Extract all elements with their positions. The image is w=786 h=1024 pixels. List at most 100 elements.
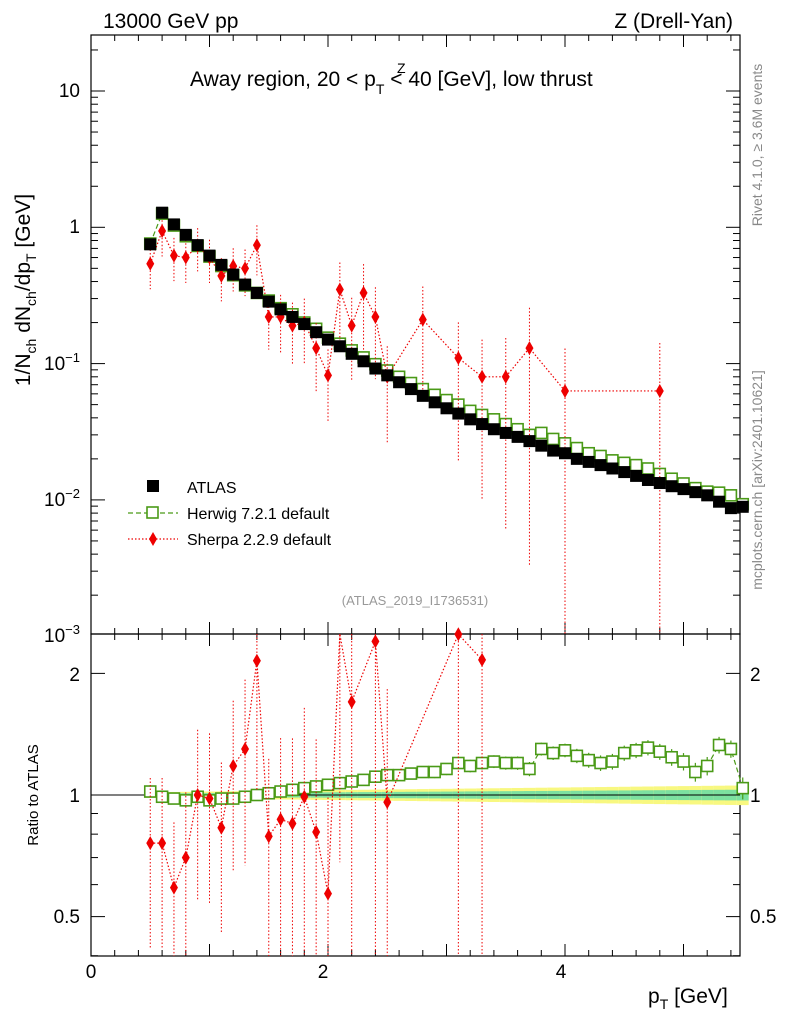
herwig-ratio-point: [357, 773, 370, 787]
atlas-point: [713, 495, 726, 508]
sherpa-ratio-point: [158, 836, 167, 851]
xtick-label-2: 2: [318, 962, 329, 983]
legend-herwig-marker: [146, 506, 159, 519]
atlas-point: [227, 268, 240, 281]
atlas-point: [582, 455, 595, 468]
sherpa-ratio-point: [371, 634, 380, 649]
herwig-point: [570, 441, 584, 455]
herwig-ratio-point: [724, 742, 738, 756]
sherpa-point: [525, 341, 534, 356]
plot-title: Away region, 20 < pT < 40 [GeV], low thr…: [190, 68, 593, 97]
atlas-point: [570, 452, 583, 465]
ytick-label-10: 10: [59, 81, 80, 102]
ratio-ytick-05-right: 0.5: [750, 907, 776, 928]
herwig-ratio-point: [700, 759, 714, 773]
atlas-point: [523, 435, 536, 448]
sherpa-ratio-point: [252, 653, 261, 668]
sherpa-point: [169, 248, 178, 263]
atlas-point: [606, 462, 619, 475]
legend-herwig-label: Herwig 7.2.1 default: [187, 506, 330, 523]
sherpa-point: [252, 238, 261, 253]
ytick-label-1e-2: 10−2: [44, 486, 80, 511]
herwig-ratio-point: [736, 781, 750, 795]
ratio-ytick-2-left: 2: [69, 665, 80, 686]
atlas-point: [665, 480, 678, 493]
atlas-point: [499, 426, 512, 439]
main-ytick-labels: 10 1 10−1 10−2 10−3: [44, 81, 80, 647]
atlas-point: [393, 376, 406, 389]
atlas-point: [559, 447, 571, 460]
sherpa-series-ratio: [146, 627, 487, 956]
atlas-point: [618, 466, 631, 479]
herwig-point: [724, 489, 738, 502]
atlas-point: [322, 333, 334, 346]
atlas-point: [724, 502, 737, 515]
atlas-point: [677, 483, 690, 496]
atlas-point: [191, 239, 204, 252]
herwig-ratio-point: [594, 756, 607, 770]
sherpa-ratio-point: [383, 795, 392, 810]
atlas-point: [239, 278, 252, 291]
sherpa-point: [418, 312, 427, 327]
herwig-ratio-point: [286, 783, 299, 797]
herwig-point: [641, 462, 655, 475]
atlas-series-main: [144, 206, 749, 515]
herwig-ratio-point: [167, 792, 181, 805]
sherpa-ratio-point: [478, 652, 487, 667]
sherpa-point: [158, 223, 167, 238]
herwig-point: [534, 426, 548, 440]
atlas-point: [310, 326, 323, 339]
sherpa-point: [217, 268, 226, 283]
herwig-ratio-point: [712, 738, 726, 752]
herwig-ratio-point: [404, 767, 418, 780]
sherpa-ratio-point: [193, 788, 202, 802]
atlas-point: [357, 355, 370, 368]
sherpa-ratio-point: [300, 789, 309, 804]
herwig-ratio-point: [369, 770, 382, 783]
sherpa-point: [561, 383, 569, 398]
sherpa-point: [454, 350, 463, 365]
xtick-label-0: 0: [86, 962, 97, 983]
legend-sherpa-label: Sherpa 2.2.9 default: [187, 532, 332, 549]
xtick-label-4: 4: [556, 962, 567, 983]
herwig-ratio-point: [499, 756, 513, 770]
legend: ATLAS Herwig 7.2.1 default Sherpa 2.2.9 …: [128, 480, 332, 549]
atlas-point: [381, 369, 394, 382]
atlas-point: [630, 469, 643, 482]
sherpa-point: [371, 309, 380, 324]
sherpa-point: [241, 261, 250, 276]
legend-atlas-marker: [147, 480, 159, 492]
legend-atlas-label: ATLAS: [187, 480, 237, 497]
sherpa-ratio-point: [276, 812, 285, 827]
herwig-ratio-point: [262, 786, 276, 800]
atlas-point: [464, 413, 477, 426]
sherpa-ratio-point: [181, 850, 190, 865]
atlas-point: [167, 218, 180, 231]
herwig-ratio-point: [558, 744, 572, 757]
atlas-point: [369, 362, 382, 375]
herwig-point: [487, 413, 501, 426]
sherpa-line: [149, 229, 660, 392]
herwig-ratio-point: [546, 746, 560, 760]
mcplots-label: mcplots.cern.ch [arXiv:2401.10621]: [749, 370, 765, 589]
herwig-ratio-point: [570, 749, 584, 763]
herwig-ratio-point: [440, 762, 453, 776]
process-label: Z (Drell-Yan): [614, 10, 733, 33]
ratio-ytick-05-left: 0.5: [54, 907, 80, 928]
herwig-ratio-point: [523, 762, 536, 776]
sherpa-point: [501, 369, 510, 384]
herwig-ratio-point: [617, 746, 631, 760]
sherpa-point: [146, 256, 155, 271]
atlas-point: [286, 310, 299, 323]
herwig-ratio-point: [689, 765, 702, 779]
sherpa-point: [181, 250, 190, 265]
atlas-point: [262, 295, 275, 308]
sherpa-ratio-point: [288, 816, 297, 831]
sherpa-ratio-point: [241, 741, 250, 756]
ratio-ytick-2-right: 2: [750, 665, 761, 686]
axis-ticks: [90, 35, 740, 957]
ytick-label-1e-1: 10−1: [44, 350, 80, 375]
atlas-point: [345, 347, 358, 360]
plot-title-sup: Z: [397, 60, 406, 76]
atlas-point: [689, 486, 702, 499]
